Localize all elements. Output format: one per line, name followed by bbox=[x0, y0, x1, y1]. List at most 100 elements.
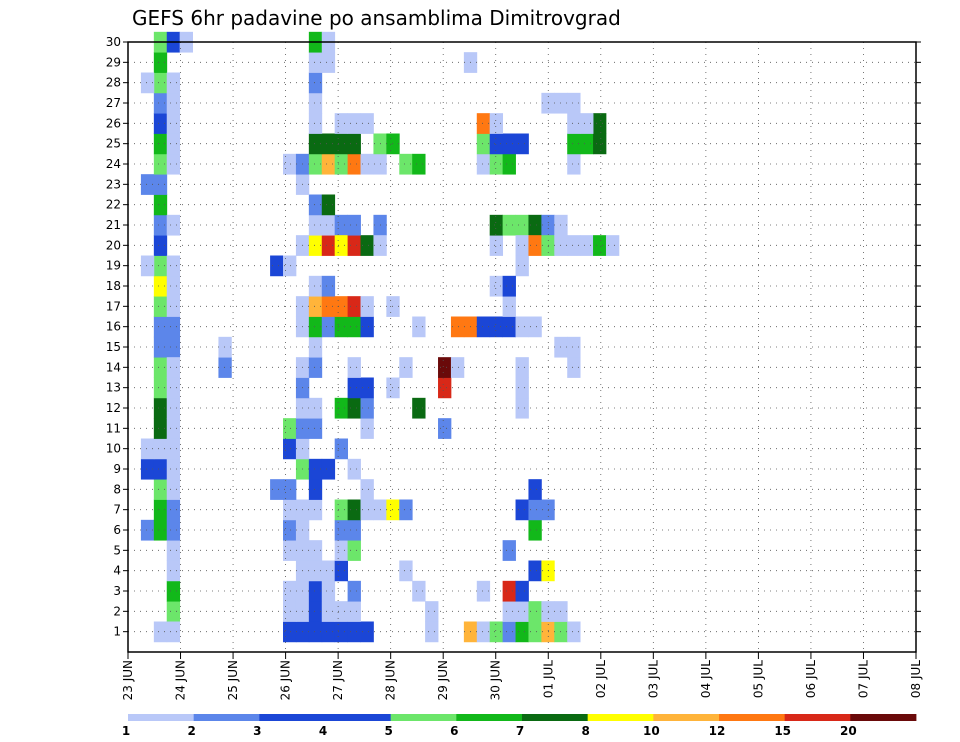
ensemble-cell bbox=[283, 499, 297, 521]
ensemble-cell bbox=[515, 397, 529, 419]
x-tick-label: 30 JUN bbox=[489, 660, 503, 700]
ensemble-cell bbox=[153, 255, 168, 277]
ensemble-cell bbox=[308, 133, 323, 155]
ensemble-cell bbox=[334, 499, 349, 521]
ensemble-cell bbox=[438, 418, 452, 439]
colorbar-label: 15 bbox=[774, 724, 791, 738]
ensemble-cell bbox=[308, 153, 323, 175]
ensemble-cell bbox=[166, 275, 181, 297]
ensemble-cell bbox=[476, 153, 491, 175]
colorbar-label: 10 bbox=[643, 724, 660, 738]
ensemble-cell bbox=[153, 296, 168, 317]
x-tick-label: 04 JUL bbox=[699, 660, 713, 698]
ensemble-cell bbox=[593, 113, 607, 134]
ensemble-cell bbox=[308, 214, 323, 236]
ensemble-cell bbox=[515, 499, 529, 521]
colorbar-swatch bbox=[784, 714, 851, 721]
ensemble-cell bbox=[515, 133, 529, 155]
x-tick-label: 24 JUN bbox=[174, 660, 188, 700]
y-tick-label: 8 bbox=[113, 482, 121, 496]
ensemble-cell bbox=[528, 316, 542, 338]
ensemble-cell bbox=[476, 133, 491, 155]
ensemble-cell bbox=[308, 235, 323, 256]
ensemble-cell bbox=[321, 296, 336, 317]
colorbar-label: 7 bbox=[516, 724, 524, 738]
ensemble-cell bbox=[476, 580, 491, 602]
ensemble-cell bbox=[166, 255, 181, 277]
ensemble-cell bbox=[347, 235, 361, 256]
ensemble-cell bbox=[283, 580, 297, 602]
y-tick-label: 26 bbox=[106, 116, 121, 130]
ensemble-cell bbox=[399, 499, 413, 521]
ensemble-cell bbox=[308, 397, 323, 419]
ensemble-cell bbox=[308, 72, 323, 94]
ensemble-cell bbox=[347, 621, 361, 643]
ensemble-cell bbox=[334, 519, 349, 541]
ensemble-cell bbox=[334, 153, 349, 175]
ensemble-cell bbox=[515, 621, 529, 643]
colorbar-label: 8 bbox=[581, 724, 589, 738]
ensemble-cell bbox=[153, 214, 168, 236]
y-axis: 1234567891011121314151617181920212223242… bbox=[106, 35, 921, 639]
ensemble-cell bbox=[321, 52, 336, 73]
ensemble-cell bbox=[153, 275, 168, 297]
ensemble-cell bbox=[489, 235, 504, 256]
ensemble-cell bbox=[140, 458, 155, 480]
ensemble-cell bbox=[270, 479, 284, 500]
ensemble-cell bbox=[528, 519, 542, 541]
ensemble-cell bbox=[283, 479, 297, 500]
ensemble-cell bbox=[593, 133, 607, 155]
ensemble-cell bbox=[386, 296, 400, 317]
ensemble-cell bbox=[502, 133, 516, 155]
ensemble-cell bbox=[153, 113, 168, 134]
ensemble-cell bbox=[386, 133, 400, 155]
y-tick-label: 5 bbox=[113, 543, 121, 557]
ensemble-cell bbox=[308, 275, 323, 297]
x-tick-label: 26 JUN bbox=[279, 660, 293, 700]
x-tick-label: 27 JUN bbox=[331, 660, 345, 700]
ensemble-cell bbox=[166, 153, 181, 175]
y-tick-label: 14 bbox=[106, 360, 121, 374]
x-tick-label: 25 JUN bbox=[226, 660, 240, 700]
x-tick-label: 29 JUN bbox=[436, 660, 450, 700]
colorbar-swatch bbox=[456, 714, 523, 721]
ensemble-cell bbox=[347, 357, 361, 378]
ensemble-cell bbox=[334, 133, 349, 155]
ensemble-cell bbox=[515, 235, 529, 256]
colorbar-label: 1 bbox=[122, 724, 130, 738]
ensemble-cell bbox=[360, 499, 374, 521]
colorbar-swatch bbox=[850, 714, 917, 721]
x-tick-label: 01 JUL bbox=[541, 660, 555, 698]
ensemble-cell bbox=[308, 113, 323, 134]
ensemble-cell bbox=[386, 499, 400, 521]
ensemble-cell bbox=[308, 357, 323, 378]
ensemble-cell bbox=[399, 560, 413, 582]
ensemble-cell bbox=[308, 336, 323, 358]
ensemble-cell bbox=[308, 296, 323, 317]
ensemble-cell bbox=[321, 133, 336, 155]
ensemble-cell bbox=[347, 601, 361, 622]
x-tick-label: 06 JUL bbox=[804, 660, 818, 698]
ensemble-cell bbox=[166, 357, 181, 378]
ensemble-cell bbox=[153, 458, 168, 480]
ensemble-cell bbox=[528, 499, 542, 521]
ensemble-cell bbox=[166, 377, 181, 399]
ensemble-cell bbox=[166, 72, 181, 94]
ensemble-cell bbox=[515, 357, 529, 378]
ensemble-cell bbox=[166, 621, 181, 643]
ensemble-cell bbox=[580, 235, 594, 256]
ensemble-cell bbox=[308, 601, 323, 622]
ensemble-cell bbox=[347, 519, 361, 541]
ensemble-cell bbox=[489, 113, 504, 134]
ensemble-cell bbox=[140, 174, 155, 195]
y-tick-label: 13 bbox=[106, 381, 121, 395]
ensemble-cell bbox=[515, 316, 529, 338]
ensemble-cell bbox=[153, 519, 168, 541]
ensemble-cell bbox=[515, 214, 529, 236]
ensemble-cell bbox=[605, 235, 620, 256]
ensemble-cell bbox=[580, 133, 594, 155]
ensemble-cell bbox=[308, 540, 323, 561]
ensemble-cell bbox=[153, 72, 168, 94]
y-tick-label: 30 bbox=[106, 35, 121, 49]
ensemble-cell bbox=[334, 113, 349, 134]
